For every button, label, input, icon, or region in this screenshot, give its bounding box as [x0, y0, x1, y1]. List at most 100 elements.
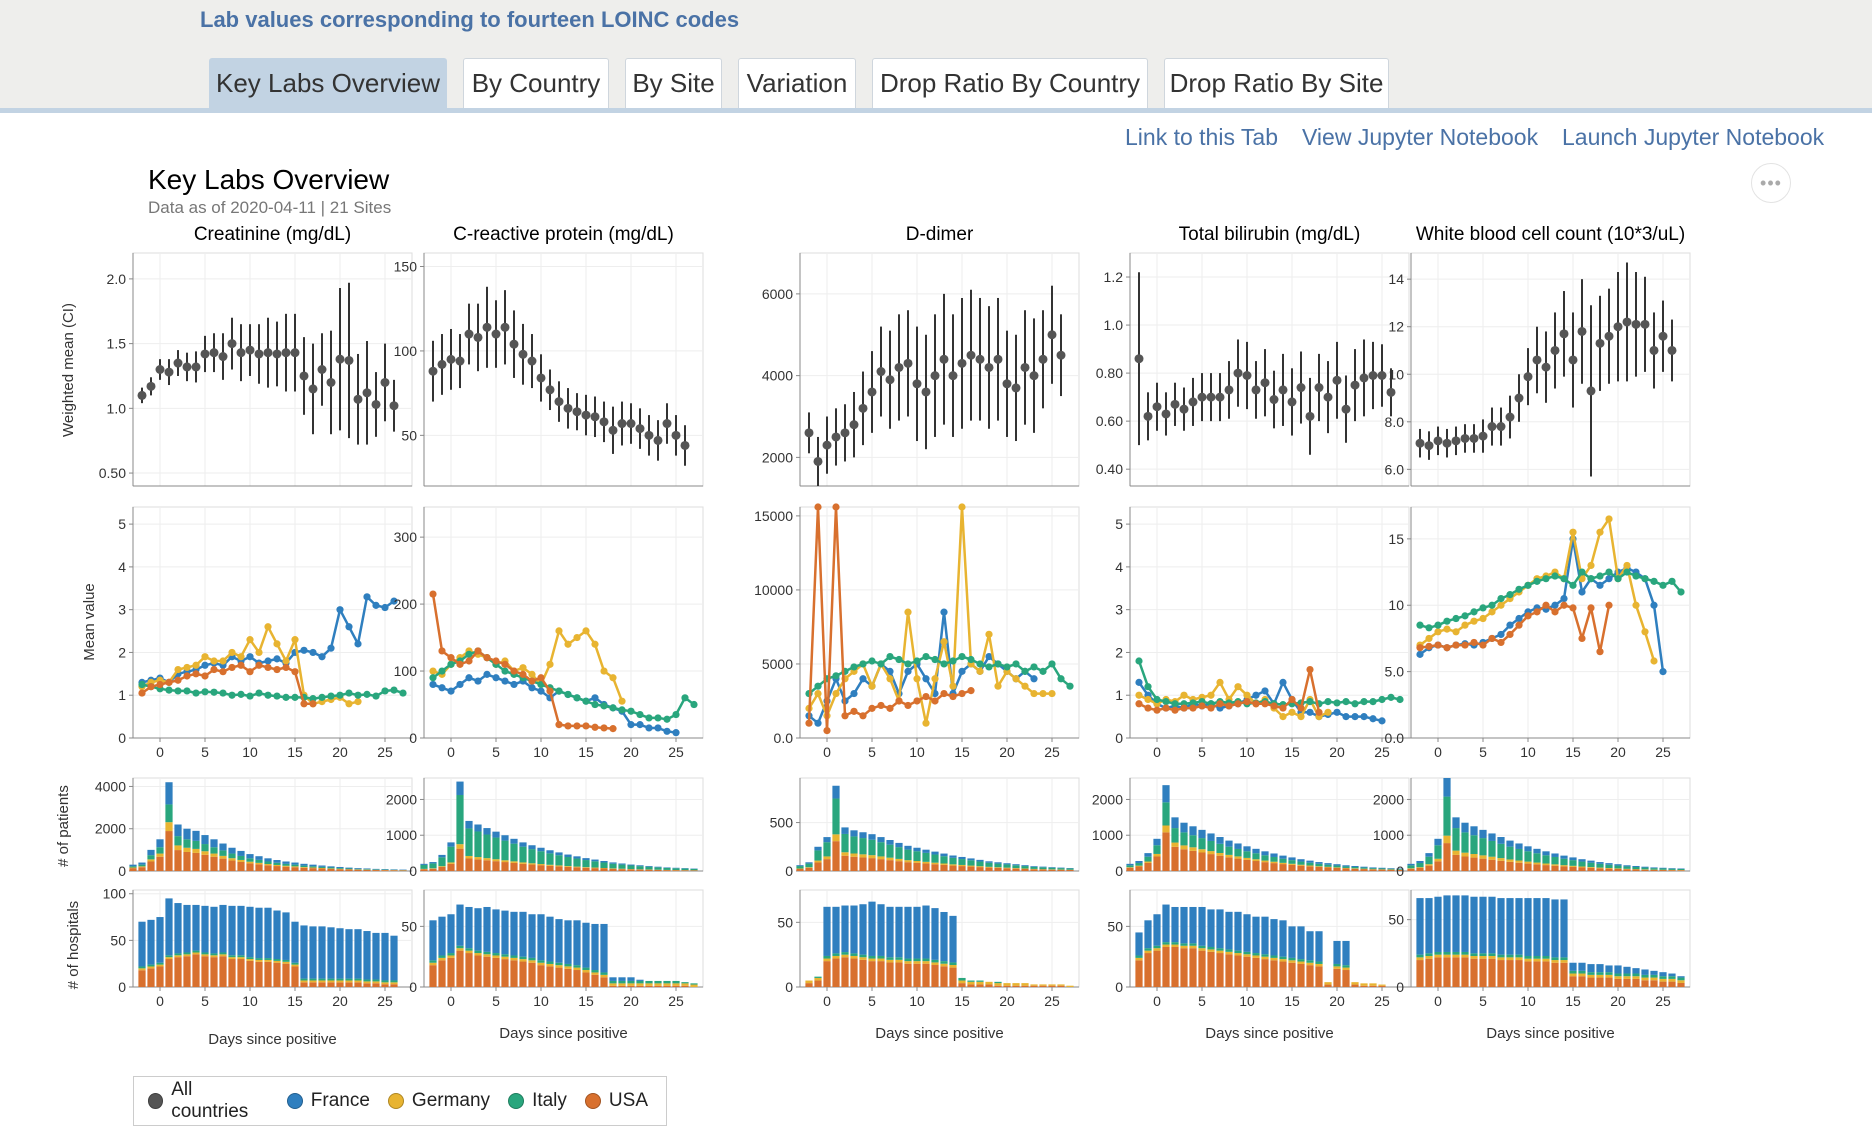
bar-segment-germany: [156, 964, 164, 967]
series-point-usa: [210, 665, 218, 674]
bar-segment-italy: [327, 867, 335, 869]
bar-segment-italy: [165, 804, 173, 823]
bar-segment-germany: [429, 962, 437, 966]
bar-segment-france: [345, 929, 353, 979]
series-point-usa: [868, 704, 876, 712]
row-label-mean-value: Mean value: [81, 583, 98, 661]
panel-title: Total bilirubin (mg/dL): [1179, 224, 1361, 245]
series-point-usa: [1542, 601, 1550, 609]
series-point-usa: [823, 726, 831, 735]
mean-point: [491, 329, 501, 339]
bar-segment-italy: [1506, 846, 1514, 860]
series-point-italy: [814, 682, 822, 690]
y-tick-label: 0.50: [99, 465, 126, 481]
bar-segment-germany: [1641, 977, 1649, 981]
row-label-hospitals: # of hospitals: [65, 901, 82, 989]
series-point-italy: [1021, 667, 1029, 675]
series-point-germany: [922, 719, 930, 727]
y-tick-label: 0: [1396, 979, 1404, 995]
series-point-italy: [627, 707, 635, 715]
mean-point: [1613, 322, 1623, 332]
bar-segment-germany: [841, 954, 849, 958]
bar-segment-usa: [564, 968, 572, 987]
legend-item-usa[interactable]: USA: [584, 1090, 648, 1112]
bar-segment-france: [1461, 895, 1469, 952]
bar-segment-usa: [273, 866, 281, 871]
bar-segment-france: [627, 864, 635, 866]
y-tick-label: 0: [409, 979, 417, 995]
bar-segment-usa: [465, 953, 473, 987]
legend-item-france[interactable]: France: [286, 1090, 370, 1112]
bar-segment-italy: [627, 980, 635, 984]
bar-segment-germany: [381, 982, 389, 985]
bar-segment-italy: [967, 860, 975, 866]
bar-segment-usa: [1641, 980, 1649, 987]
y-tick-label: 4000: [762, 368, 793, 384]
bar-segment-usa: [492, 861, 500, 871]
series-point-usa: [273, 665, 281, 674]
mean-point: [473, 332, 483, 342]
bar-segment-italy: [1578, 861, 1586, 867]
bar-segment-france: [1452, 817, 1460, 829]
bar-segment-germany: [609, 983, 617, 986]
bar-segment-france: [156, 917, 164, 963]
legend-item-germany[interactable]: Germany: [387, 1090, 490, 1112]
bar-segment-germany: [1135, 865, 1143, 867]
bar-segment-usa: [1542, 961, 1550, 987]
series-point-italy: [931, 655, 939, 664]
bar-segment-germany: [282, 961, 290, 964]
bar-segment-italy: [1396, 868, 1404, 870]
series-point-france: [1551, 601, 1559, 609]
launch-jupyter-notebook-link[interactable]: Launch Jupyter Notebook: [1562, 124, 1825, 150]
link-to-this-tab[interactable]: Link to this Tab: [1125, 124, 1279, 150]
tab-drop-ratio-by-country[interactable]: Drop Ratio By Country: [872, 58, 1148, 108]
bar-segment-usa: [1452, 854, 1460, 871]
bar-segment-italy: [282, 863, 290, 866]
mean-point: [446, 354, 456, 364]
bar-segment-germany: [465, 855, 473, 859]
legend-item-all-countries[interactable]: All countries: [148, 1079, 269, 1123]
series-point-italy: [399, 689, 407, 697]
bar-segment-italy: [1542, 956, 1550, 959]
bar-segment-france: [165, 898, 173, 956]
x-axis-title: Days since positive: [208, 1031, 336, 1048]
series-point-italy: [438, 667, 446, 675]
tab-key-labs-overview[interactable]: Key Labs Overview: [209, 58, 447, 108]
bar-segment-france: [1470, 896, 1478, 954]
tab-by-country[interactable]: By Country: [463, 58, 609, 108]
more-options-button[interactable]: •••: [1751, 163, 1791, 203]
series-point-germany: [1596, 528, 1604, 536]
bar-segment-france: [1434, 896, 1442, 952]
bar-segment-usa: [1162, 832, 1170, 871]
plot-frame: [1410, 252, 1691, 487]
bar-segment-usa: [1533, 864, 1541, 871]
bar-segment-france: [958, 856, 966, 860]
series-line-germany: [807, 505, 1052, 725]
bar-segment-usa: [823, 859, 831, 871]
bar-segment-italy: [381, 980, 389, 983]
tab-by-site[interactable]: By Site: [625, 58, 722, 108]
series-point-france: [859, 675, 867, 683]
x-tick-label: 15: [287, 744, 303, 760]
tab-variation[interactable]: Variation: [738, 58, 856, 108]
bar-segment-italy: [345, 978, 353, 981]
legend-item-italy[interactable]: Italy: [508, 1090, 567, 1112]
view-jupyter-notebook-link[interactable]: View Jupyter Notebook: [1302, 124, 1539, 150]
series-line-france: [1137, 681, 1383, 723]
bar-segment-france: [1533, 848, 1541, 854]
series-point-italy: [681, 694, 689, 702]
bar-segment-france: [931, 908, 939, 960]
bar-segment-france: [868, 834, 876, 840]
bar-segment-france: [483, 828, 491, 835]
bar-segment-usa: [429, 868, 437, 871]
mean-point: [308, 384, 318, 394]
bar-segment-germany: [1180, 945, 1188, 949]
bar-segment-italy: [1126, 865, 1134, 868]
bar-segment-italy: [192, 950, 200, 953]
y-tick-label: 100: [103, 886, 127, 902]
bar-segment-usa: [1189, 948, 1197, 987]
y-tick-label: 14: [1388, 271, 1404, 287]
tab-drop-ratio-by-site[interactable]: Drop Ratio By Site: [1164, 58, 1389, 108]
mean-point: [1667, 345, 1677, 355]
series-point-germany: [1479, 614, 1487, 623]
